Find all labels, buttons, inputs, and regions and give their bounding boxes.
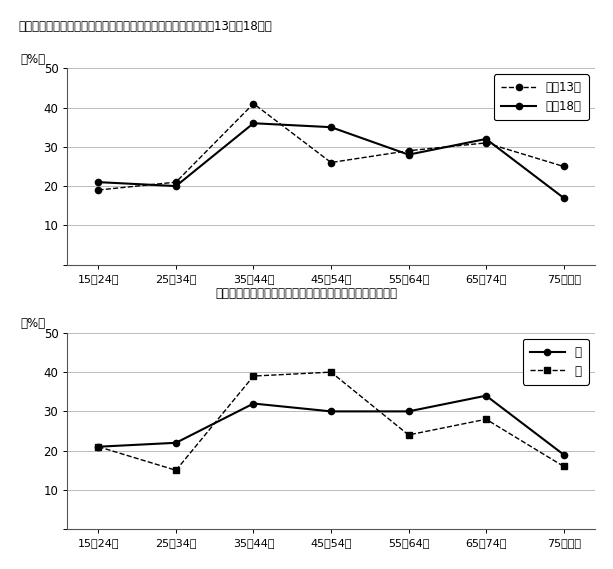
平成13年 [95,187,102,193]
平成13年 [560,163,567,170]
男 [405,408,412,415]
Legend: 男, 女: 男, 女 [523,339,588,385]
平成18年 [560,195,567,201]
平成18年 [95,179,102,185]
男 [95,443,102,450]
女 [95,443,102,450]
Text: 図５－１　年齢階級別「ボランティア活動」の行動者率（平成13年，18年）: 図５－１ 年齢階級別「ボランティア活動」の行動者率（平成13年，18年） [18,20,272,33]
Line: 平成13年: 平成13年 [95,101,567,193]
平成18年 [405,151,412,158]
Text: （%）: （%） [20,52,45,65]
Line: 平成18年: 平成18年 [95,120,567,201]
女 [172,467,180,473]
Line: 男: 男 [95,393,567,457]
男 [250,400,257,407]
女 [405,431,412,438]
男 [327,408,335,415]
男 [482,392,490,399]
女 [560,463,567,470]
Legend: 平成13年, 平成18年: 平成13年, 平成18年 [494,74,588,120]
平成13年 [327,159,335,166]
平成13年 [250,100,257,107]
平成13年 [172,179,180,185]
男 [172,439,180,446]
平成13年 [482,139,490,146]
平成13年 [405,147,412,154]
女 [327,369,335,376]
男 [560,451,567,458]
女 [250,373,257,380]
平成18年 [327,124,335,131]
平成18年 [250,120,257,127]
平成18年 [172,183,180,189]
Line: 女: 女 [95,369,567,473]
女 [482,416,490,423]
Text: （%）: （%） [20,317,45,330]
平成18年 [482,135,490,142]
Text: 図５－２　男女，年齢別「ボランティア活動」の行動者率: 図５－２ 男女，年齢別「ボランティア活動」の行動者率 [216,287,397,300]
